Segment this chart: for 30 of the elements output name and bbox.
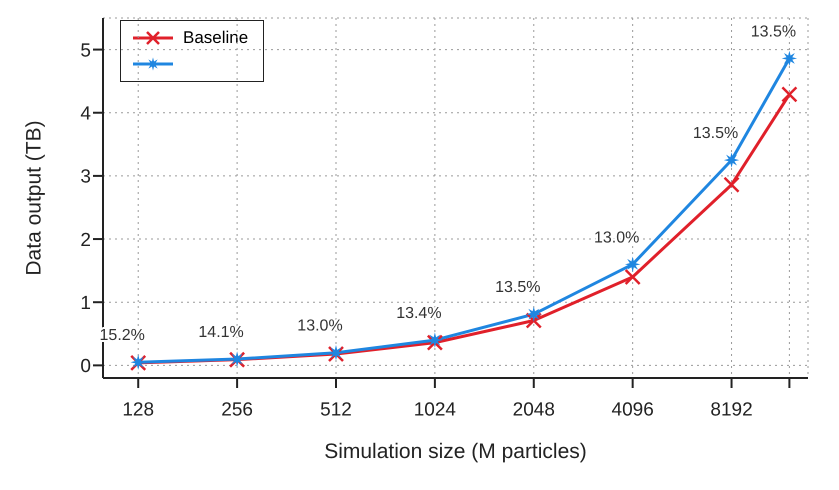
annotation: 13.0% xyxy=(594,229,640,246)
point xyxy=(624,268,641,286)
point xyxy=(724,152,740,168)
y-tick-label: 2 xyxy=(80,230,91,251)
point xyxy=(624,256,640,272)
x-tick-label: 256 xyxy=(221,399,253,420)
annotation: 13.4% xyxy=(396,305,442,322)
y-tick-label: 1 xyxy=(80,292,91,314)
y-tick-label: 4 xyxy=(80,103,92,124)
point xyxy=(526,306,542,322)
x-tick-label: 1024 xyxy=(414,399,456,420)
point xyxy=(723,176,740,193)
annotation: 13.0% xyxy=(297,318,343,335)
y-axis-title: Data output (TB) xyxy=(22,120,46,276)
legend-label: Baseline xyxy=(183,28,250,48)
y-tick-label: 5 xyxy=(80,40,91,62)
x-tick-label: 2048 xyxy=(512,399,555,420)
x-tick-label: 128 xyxy=(122,399,154,420)
annotation: 14.1% xyxy=(198,324,244,342)
y-tick-label: 0 xyxy=(80,356,91,378)
annotation: 13.5% xyxy=(692,125,738,142)
x-tick-label: 8192 xyxy=(710,399,753,420)
x-axis-title: Simulation size (M particles) xyxy=(324,440,587,463)
point xyxy=(526,312,542,329)
y-tick-label: 3 xyxy=(80,166,91,188)
annotation: 13.5% xyxy=(495,279,540,296)
x-tick-label: 4096 xyxy=(612,399,654,420)
x-tick-label: 512 xyxy=(320,399,352,420)
annotation: 13.5% xyxy=(750,23,796,40)
point xyxy=(426,334,444,351)
